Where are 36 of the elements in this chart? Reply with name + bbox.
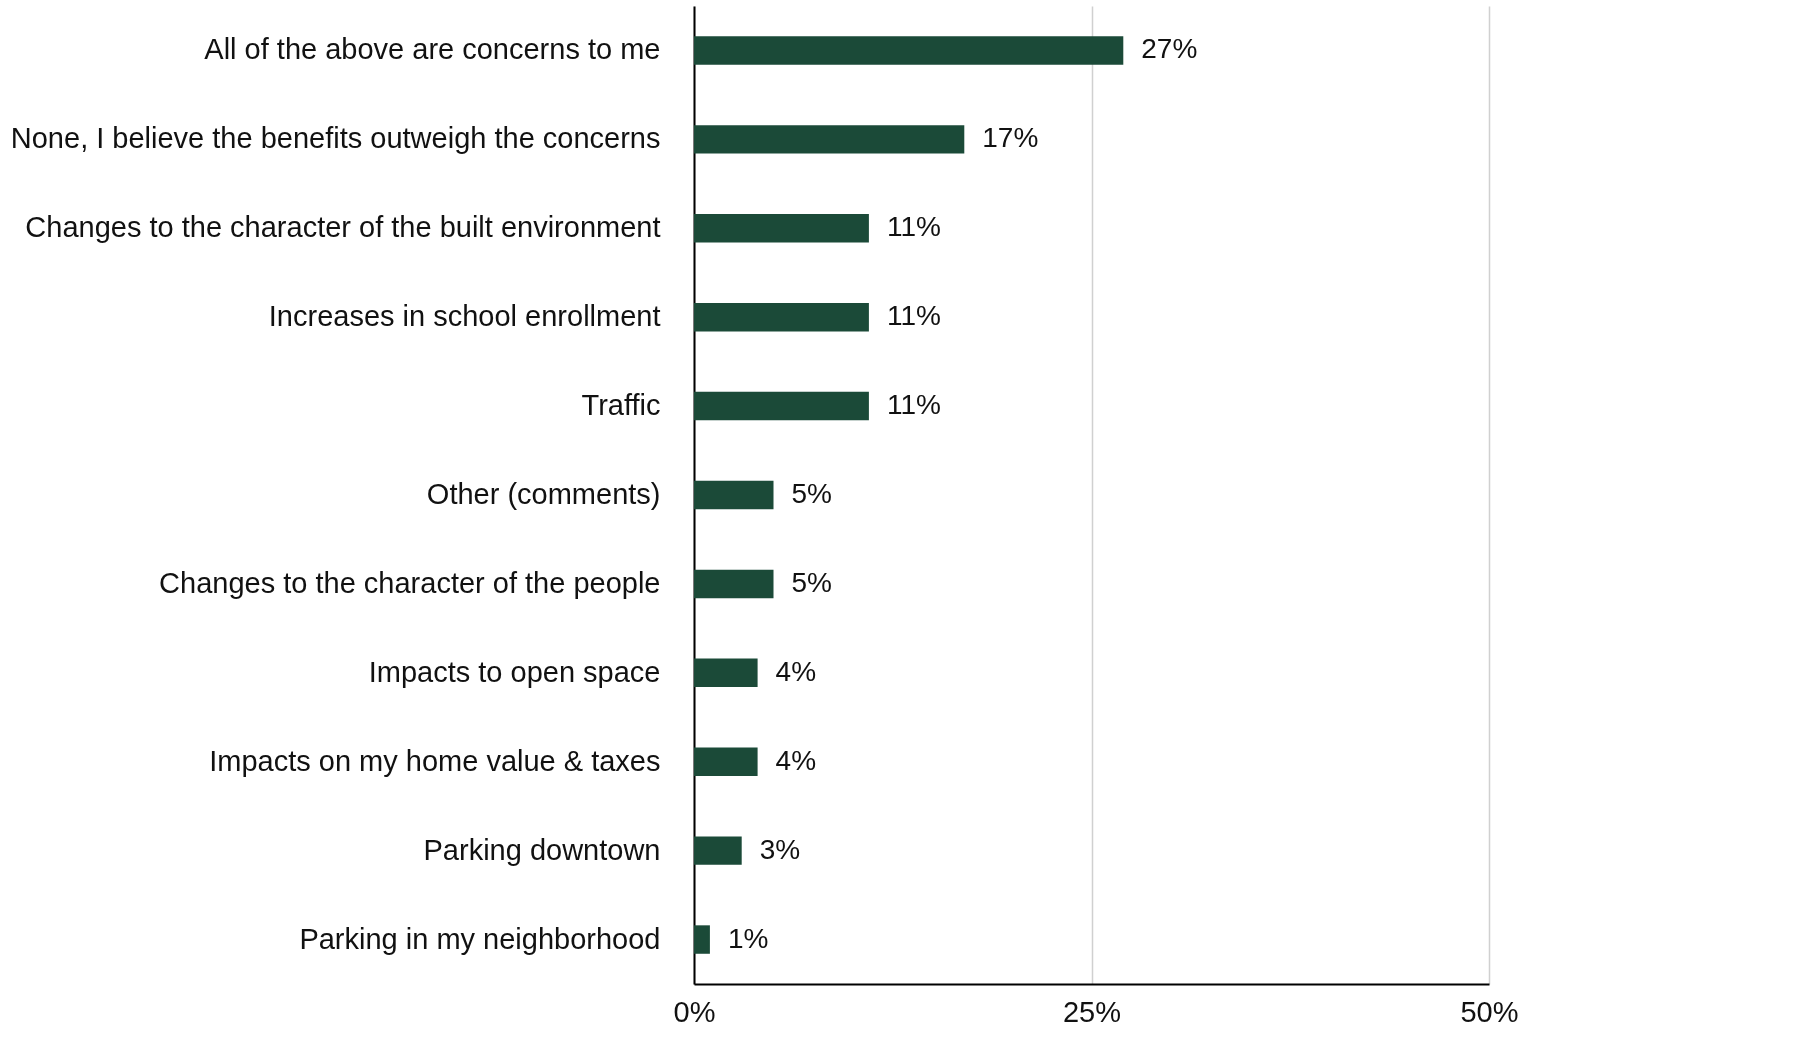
- y-tick-label: Changes to the character of the built environment: [25, 211, 661, 244]
- data-label: 4%: [775, 744, 817, 776]
- data-label: 11%: [886, 211, 941, 243]
- bar: [694, 302, 869, 332]
- data-label: 4%: [775, 655, 817, 687]
- y-tick-label: Parking downtown: [423, 833, 661, 866]
- data-label: 17%: [982, 122, 1039, 154]
- bar: [694, 569, 774, 599]
- y-tick-label: None, I believe the benefits outweigh the concerns: [10, 122, 661, 155]
- data-label: 3%: [759, 833, 801, 865]
- data-label: 11%: [886, 300, 941, 332]
- data-label: 1%: [727, 922, 769, 954]
- data-label: 5%: [791, 566, 832, 598]
- bar: [694, 658, 758, 688]
- data-label: 27%: [1141, 33, 1198, 65]
- y-tick-label: All of the above are concerns to me: [204, 33, 661, 66]
- x-tick-label: 50%: [1460, 995, 1519, 1028]
- bar: [694, 36, 1124, 65]
- y-tick-label: Traffic: [581, 389, 661, 422]
- bar: [694, 480, 774, 510]
- y-tick-label: Impacts on my home value & taxes: [209, 744, 661, 777]
- bar: [694, 747, 758, 776]
- bar: [694, 836, 742, 865]
- data-label: 11%: [886, 389, 941, 421]
- bar: [694, 391, 869, 421]
- y-tick-label: Increases in school enrollment: [268, 300, 661, 333]
- x-tick-label: 25%: [1062, 995, 1122, 1028]
- bar: [694, 214, 869, 243]
- y-tick-label: Changes to the character of the people: [159, 566, 661, 599]
- y-tick-label: Parking in my neighborhood: [299, 922, 661, 955]
- data-label: 5%: [791, 478, 832, 509]
- bar: [694, 125, 965, 154]
- x-tick-label: 0%: [673, 995, 716, 1028]
- bar: [694, 925, 710, 954]
- y-tick-label: Impacts to open space: [368, 655, 661, 688]
- y-tick-label: Other (comments): [426, 478, 661, 510]
